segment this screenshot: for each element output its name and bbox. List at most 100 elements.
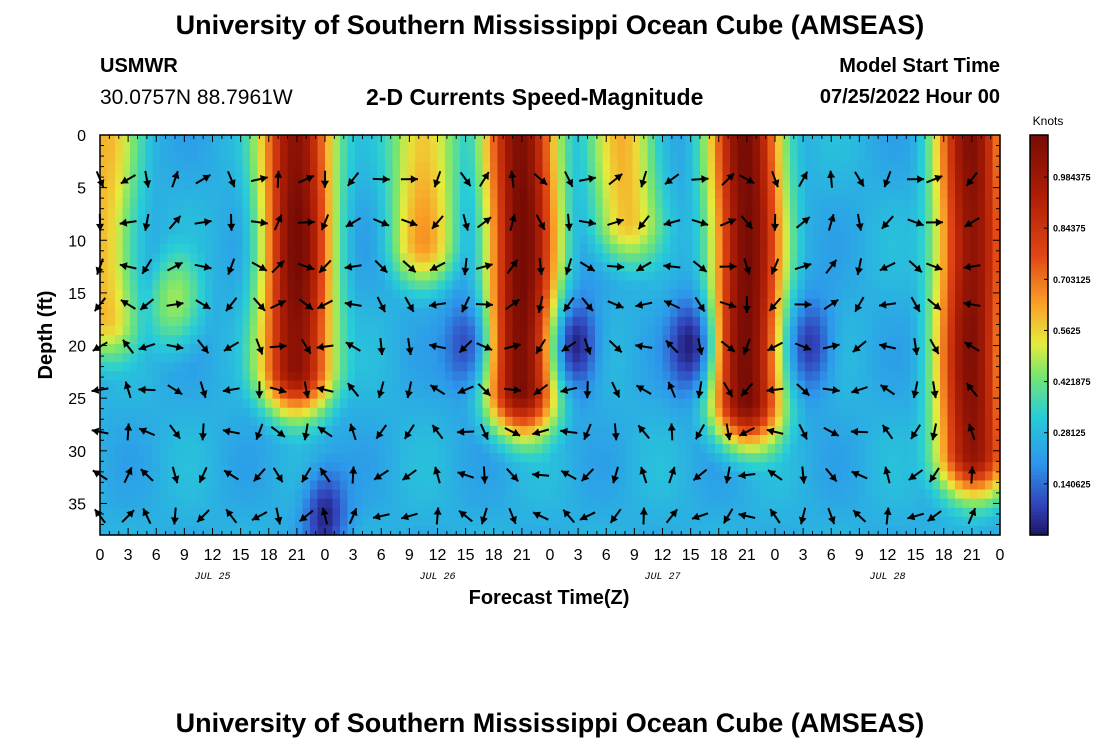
heat-cell (932, 362, 941, 372)
heat-cell (932, 225, 941, 236)
heat-cell (685, 507, 694, 518)
heat-cell (452, 344, 461, 354)
heat-cell (685, 307, 694, 318)
heat-cell (557, 325, 566, 336)
heat-cell (482, 289, 491, 300)
heat-cell (707, 162, 716, 172)
heat-cell (205, 316, 214, 327)
heat-cell (512, 153, 521, 163)
heat-cell (572, 525, 581, 536)
heat-cell (295, 307, 304, 318)
heat-cell (737, 380, 746, 391)
heat-cell (565, 207, 574, 218)
heat-cell (137, 298, 146, 309)
heat-cell (932, 298, 941, 309)
heat-cell (152, 289, 161, 300)
heat-cell (482, 335, 491, 345)
heat-cell (902, 371, 911, 382)
heat-cell (100, 480, 109, 491)
heat-cell (835, 398, 844, 409)
heat-cell (880, 498, 889, 509)
heat-cell (632, 498, 641, 509)
heat-cell (280, 244, 289, 254)
heat-cell (520, 325, 529, 336)
heat-cell (730, 225, 739, 236)
heat-cell (595, 398, 604, 409)
heat-cell (482, 507, 491, 518)
heat-cell (490, 298, 499, 309)
heat-cell (700, 189, 709, 200)
heat-cell (715, 162, 724, 172)
heat-cell (227, 335, 236, 345)
heat-cell (677, 425, 686, 436)
heat-cell (910, 180, 919, 191)
heat-cell (610, 207, 619, 218)
heat-cell (437, 316, 446, 327)
heat-cell (482, 425, 491, 436)
heat-cell (167, 289, 176, 300)
heat-cell (910, 435, 919, 445)
heat-cell (467, 298, 476, 309)
heat-cell (797, 344, 806, 354)
heat-cell (280, 253, 289, 263)
heat-cell (542, 298, 551, 309)
heat-cell (212, 162, 221, 172)
heat-cell (100, 471, 109, 482)
heat-cell (632, 335, 641, 345)
heat-cell (580, 235, 589, 245)
heat-cell (602, 416, 611, 427)
heat-cell (812, 416, 821, 427)
heat-cell (895, 507, 904, 518)
heat-cell (520, 298, 529, 309)
heat-cell (595, 525, 604, 536)
heat-cell (422, 507, 431, 518)
heat-cell (242, 244, 251, 254)
heat-cell (107, 289, 116, 300)
heat-cell (880, 225, 889, 236)
heat-cell (895, 453, 904, 463)
heat-cell (865, 471, 874, 482)
heat-cell (910, 262, 919, 272)
heat-cell (310, 280, 319, 291)
heat-cell (947, 235, 956, 245)
heat-cell (280, 171, 289, 182)
heat-cell (340, 380, 349, 391)
heat-cell (932, 425, 941, 436)
heat-cell (557, 262, 566, 272)
heat-cell (227, 462, 236, 472)
heat-cell (512, 235, 521, 245)
heat-cell (925, 253, 934, 263)
heat-cell (647, 471, 656, 482)
heat-cell (797, 225, 806, 236)
heat-cell (325, 371, 334, 382)
heat-cell (805, 398, 814, 409)
heat-cell (842, 371, 851, 382)
heat-cell (842, 253, 851, 263)
heat-cell (647, 435, 656, 445)
heat-cell (137, 416, 146, 427)
heat-cell (145, 380, 154, 391)
heat-cell (640, 498, 649, 509)
heat-cell (137, 480, 146, 491)
heat-cell (452, 516, 461, 527)
heat-cell (700, 335, 709, 345)
heat-cell (595, 207, 604, 218)
heat-cell (122, 425, 131, 436)
heat-cell (347, 225, 356, 236)
heat-cell (347, 180, 356, 191)
heat-cell (310, 271, 319, 282)
heat-cell (655, 289, 664, 300)
heat-cell (602, 144, 611, 154)
heat-cell (430, 453, 439, 463)
heat-cell (820, 144, 829, 154)
heat-cell (310, 480, 319, 491)
heat-cell (782, 389, 791, 400)
heat-cell (400, 398, 409, 409)
heat-cell (632, 435, 641, 445)
heat-cell (430, 371, 439, 382)
heat-cell (460, 498, 469, 509)
heat-cell (167, 344, 176, 354)
heat-cell (940, 325, 949, 336)
heat-cell (550, 435, 559, 445)
heat-cell (917, 198, 926, 209)
